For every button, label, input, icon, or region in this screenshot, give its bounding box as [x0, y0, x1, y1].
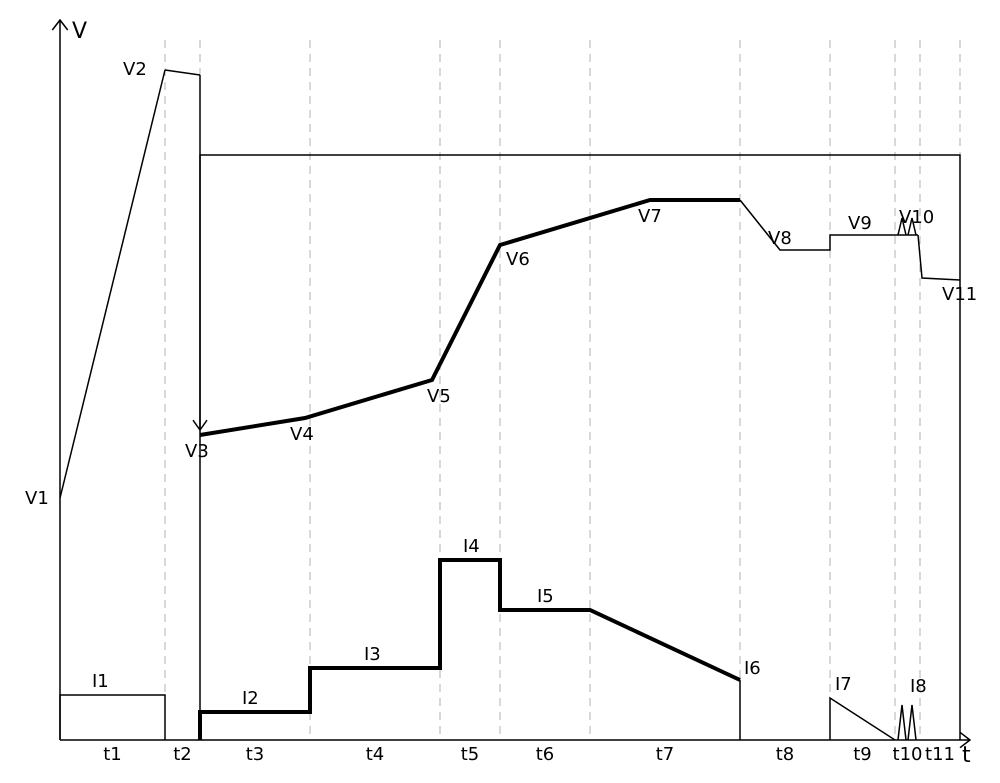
i-label: I1: [92, 671, 109, 692]
v-label: V2: [123, 59, 147, 80]
v-label: V5: [427, 386, 451, 407]
i-label: I6: [744, 658, 761, 679]
i-label: I2: [242, 688, 259, 709]
v-label: V1: [25, 488, 49, 509]
v-curve-v1-v2: [60, 70, 165, 498]
v-curve-bold: [200, 200, 740, 435]
i-label: I8: [910, 676, 927, 697]
time-label: t4: [366, 744, 385, 765]
time-label: t6: [536, 744, 555, 765]
i7-triangle: [830, 698, 895, 740]
i8-spike: [908, 705, 916, 740]
v-label: V3: [185, 441, 209, 462]
time-label: t7: [656, 744, 675, 765]
frame-box: [200, 155, 960, 740]
time-label: t11: [925, 744, 955, 765]
time-label: t9: [853, 744, 872, 765]
i-label: I7: [835, 674, 852, 695]
time-label: t10: [893, 744, 923, 765]
v-curve-v2-top: [165, 70, 200, 75]
time-label: t5: [461, 744, 480, 765]
time-label: t2: [173, 744, 192, 765]
i8-spike: [898, 705, 906, 740]
time-label: t1: [103, 744, 122, 765]
v-label: V9: [848, 213, 872, 234]
v-label: V6: [506, 249, 530, 270]
v-curve-tail-c: [918, 235, 960, 280]
i1-step: [60, 695, 165, 740]
i-label: I4: [463, 536, 480, 557]
time-label: t8: [776, 744, 795, 765]
axis-label-t: t: [962, 743, 971, 768]
i-label: I3: [364, 644, 381, 665]
v-label: V4: [290, 424, 314, 445]
i-curve-bold: [200, 560, 740, 740]
v-label: V10: [899, 207, 934, 228]
i-label: I5: [537, 586, 554, 607]
v-label: V8: [768, 228, 792, 249]
v-label: V7: [638, 206, 662, 227]
axis-label-v: V: [72, 19, 87, 44]
v-label: V11: [942, 284, 977, 305]
time-label: t3: [246, 744, 265, 765]
